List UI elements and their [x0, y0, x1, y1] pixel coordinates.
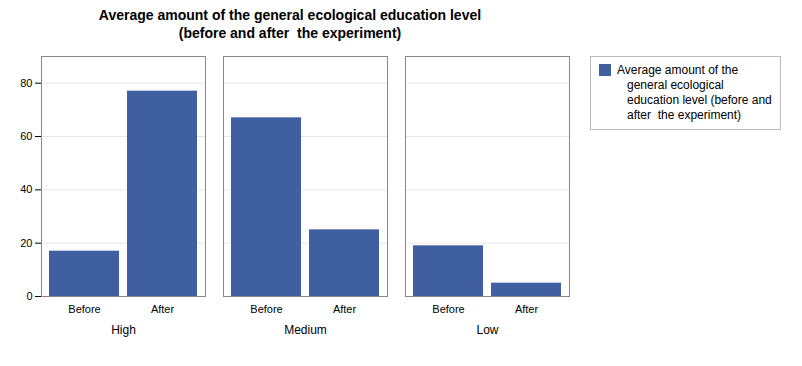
html-text:Average amount of the general: Average amount of the general ecological… — [98, 7, 482, 41]
svg-text:After: After — [515, 303, 539, 315]
svg-text:80: 80 — [20, 77, 32, 89]
svg-text:After: After — [333, 303, 357, 315]
svg-text:20: 20 — [20, 237, 32, 249]
svg-text:40: 40 — [20, 183, 32, 195]
svg-text:Before: Before — [68, 303, 100, 315]
svg-text:60: 60 — [20, 130, 32, 142]
svg-text:0: 0 — [26, 290, 32, 302]
svg-text:Before: Before — [432, 303, 464, 315]
svg-text:Medium: Medium — [284, 323, 327, 337]
svg-text:Low: Low — [476, 323, 498, 337]
svg-text:High: High — [111, 323, 136, 337]
svg-text:Before: Before — [250, 303, 282, 315]
svg-text:After: After — [151, 303, 175, 315]
html-text:Average amount of the general: Average amount of the general ecological… — [617, 63, 772, 122]
